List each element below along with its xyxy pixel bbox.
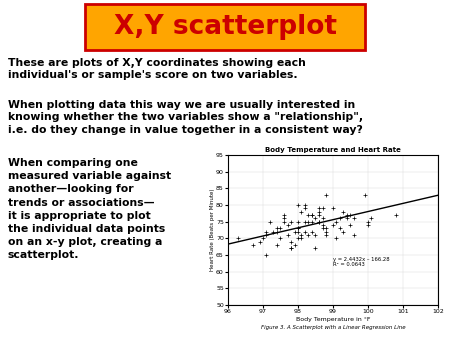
Point <box>291 242 298 248</box>
Point <box>302 202 309 208</box>
Point <box>302 229 309 234</box>
Point <box>302 219 309 224</box>
Point <box>280 212 288 218</box>
Point <box>270 229 277 234</box>
Point <box>274 242 281 248</box>
Point <box>329 206 337 211</box>
Point <box>312 232 319 238</box>
Point <box>294 226 302 231</box>
Point <box>308 212 315 218</box>
Text: When comparing one
measured variable against
another—looking for
trends or assoc: When comparing one measured variable aga… <box>8 158 171 260</box>
Point <box>347 222 354 228</box>
Point <box>392 212 400 218</box>
Point <box>351 216 358 221</box>
Point <box>333 236 340 241</box>
Point <box>315 206 323 211</box>
Point <box>315 209 323 214</box>
Point <box>284 222 291 228</box>
Text: y = 2.4432x – 166.28
R² = 0.0643: y = 2.4432x – 166.28 R² = 0.0643 <box>333 257 390 267</box>
Point <box>259 236 266 241</box>
Point <box>294 229 302 234</box>
Text: These are plots of X,Y coordinates showing each
individual's or sample's score o: These are plots of X,Y coordinates showi… <box>8 58 306 80</box>
Point <box>294 226 302 231</box>
Text: X,Y scatterplot: X,Y scatterplot <box>113 14 337 40</box>
Point <box>364 222 372 228</box>
FancyBboxPatch shape <box>85 4 365 50</box>
Point <box>256 239 263 244</box>
Text: When plotting data this way we are usually interested in
knowing whether the two: When plotting data this way we are usual… <box>8 100 363 135</box>
Point <box>298 209 305 214</box>
Point <box>266 219 274 224</box>
Point <box>277 236 284 241</box>
Text: Figure 3. A Scatterplot with a Linear Regression Line: Figure 3. A Scatterplot with a Linear Re… <box>261 325 405 330</box>
Point <box>249 242 256 248</box>
Point <box>288 219 295 224</box>
Point <box>294 236 302 241</box>
Point <box>337 216 344 221</box>
Point <box>308 229 315 234</box>
Point <box>329 222 337 228</box>
Title: Body Temperature and Heart Rate: Body Temperature and Heart Rate <box>265 147 401 153</box>
X-axis label: Body Temperature in °F: Body Temperature in °F <box>296 317 370 322</box>
Point <box>315 212 323 218</box>
Point <box>361 192 368 198</box>
Point <box>291 229 298 234</box>
Y-axis label: Heart Rate (Beats per Minute): Heart Rate (Beats per Minute) <box>210 189 215 271</box>
Point <box>322 226 329 231</box>
Point <box>305 232 312 238</box>
Point <box>274 226 281 231</box>
Point <box>284 232 291 238</box>
Point <box>319 226 326 231</box>
Point <box>308 212 315 218</box>
Point <box>322 229 329 234</box>
Point <box>305 212 312 218</box>
Point <box>333 219 340 224</box>
Point <box>343 212 351 218</box>
Point <box>319 222 326 228</box>
Point <box>315 219 323 224</box>
Point <box>288 239 295 244</box>
Point <box>368 216 375 221</box>
Point <box>298 232 305 238</box>
Point <box>274 229 281 234</box>
Point <box>315 219 323 224</box>
Point <box>312 246 319 251</box>
Point <box>263 232 270 238</box>
Point <box>294 202 302 208</box>
Point <box>340 229 347 234</box>
Point <box>343 216 351 221</box>
Point <box>302 206 309 211</box>
Point <box>322 192 329 198</box>
Point <box>319 206 326 211</box>
Point <box>308 219 315 224</box>
Point <box>305 219 312 224</box>
Point <box>288 246 295 251</box>
Point <box>280 219 288 224</box>
Point <box>364 219 372 224</box>
Point <box>347 212 354 218</box>
Point <box>288 246 295 251</box>
Point <box>235 236 242 241</box>
Point <box>263 229 270 234</box>
Point <box>294 219 302 224</box>
Point <box>351 232 358 238</box>
Point <box>312 216 319 221</box>
Point <box>340 209 347 214</box>
Point <box>322 232 329 238</box>
Point <box>263 252 270 258</box>
Point <box>337 226 344 231</box>
Point <box>280 216 288 221</box>
Point <box>298 236 305 241</box>
Point <box>277 226 284 231</box>
Point <box>319 216 326 221</box>
